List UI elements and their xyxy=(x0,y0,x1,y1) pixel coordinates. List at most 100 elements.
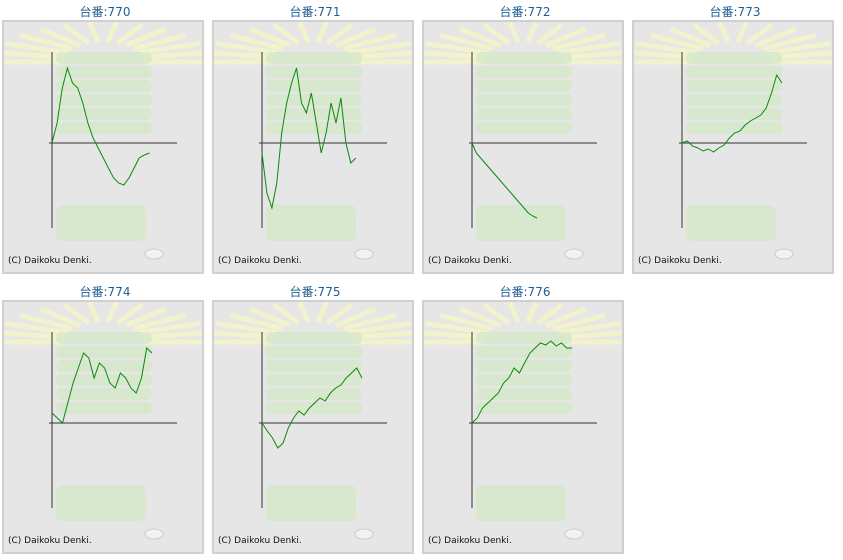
background-ray xyxy=(334,26,377,48)
background-ray xyxy=(105,22,119,44)
chart-title[interactable]: 台番:776 xyxy=(499,285,551,299)
background-ray xyxy=(482,22,511,46)
background-ray xyxy=(249,26,292,48)
background-machine-tier xyxy=(476,52,572,64)
background-machine-tier xyxy=(686,94,782,106)
chart-panel: (C) Daikoku Denki. xyxy=(212,20,414,274)
chart-svg xyxy=(214,22,412,260)
background-ray xyxy=(440,33,494,52)
chart-title[interactable]: 台番:772 xyxy=(499,5,551,19)
background-machine-tier xyxy=(476,346,572,358)
background-ray xyxy=(459,26,502,48)
series-line xyxy=(261,367,363,449)
background-machine-tier xyxy=(266,94,362,106)
background-illustration xyxy=(634,22,832,260)
chart-title[interactable]: 台番:770 xyxy=(79,5,131,19)
background-ray xyxy=(115,302,144,326)
background-ray xyxy=(334,306,377,328)
background-ray xyxy=(561,330,622,340)
copyright-text: (C) Daikoku Denki. xyxy=(8,256,92,266)
background-ray xyxy=(315,302,329,324)
chart-svg xyxy=(214,302,412,540)
background-ray xyxy=(132,33,186,52)
copyright-text: (C) Daikoku Denki. xyxy=(428,256,512,266)
background-machine-tier xyxy=(56,360,152,372)
background-machine-tier xyxy=(266,122,362,134)
background-ray xyxy=(138,40,201,56)
background-coin xyxy=(564,248,584,260)
background-machine-tier xyxy=(266,388,362,400)
background-machine-tier xyxy=(476,388,572,400)
chart-panel: (C) Daikoku Denki. xyxy=(632,20,834,274)
series-line xyxy=(261,67,357,210)
background-illustration xyxy=(4,302,202,540)
background-ray xyxy=(544,26,587,48)
background-ray xyxy=(249,306,292,328)
background-ray xyxy=(459,306,502,328)
background-machine-tier xyxy=(686,66,782,78)
copyright-text: (C) Daikoku Denki. xyxy=(8,536,92,546)
background-machine-tier xyxy=(56,332,152,344)
background-machine-tier xyxy=(476,402,572,414)
background-illustration xyxy=(424,302,622,540)
background-coin xyxy=(144,248,164,260)
background-ray xyxy=(525,302,539,324)
copyright-text: (C) Daikoku Denki. xyxy=(218,256,302,266)
background-ray xyxy=(558,320,621,336)
background-ray xyxy=(440,313,494,332)
background-ray xyxy=(634,50,695,60)
chart-panel: (C) Daikoku Denki. xyxy=(2,300,204,554)
background-ray xyxy=(215,320,278,336)
chart-cell: 台番:774 (C) Daikoku Denki. xyxy=(0,280,210,560)
background-ray xyxy=(351,330,412,340)
background-tray xyxy=(56,205,146,241)
background-ray xyxy=(87,302,101,324)
series-line xyxy=(51,66,150,186)
background-ray xyxy=(507,22,521,44)
chart-cell: 台番:775 (C) Daikoku Denki. xyxy=(210,280,420,560)
background-tray xyxy=(266,205,356,241)
background-tray xyxy=(56,485,146,521)
background-machine-tier xyxy=(686,52,782,64)
background-ray xyxy=(424,330,485,340)
background-coin xyxy=(564,528,584,540)
background-ray xyxy=(39,26,82,48)
chart-title[interactable]: 台番:774 xyxy=(79,285,131,299)
copyright-text: (C) Daikoku Denki. xyxy=(428,536,512,546)
chart-title[interactable]: 台番:775 xyxy=(289,285,341,299)
background-ray xyxy=(297,22,311,44)
background-coin xyxy=(144,528,164,540)
background-ray xyxy=(39,306,82,328)
background-machine-tier xyxy=(56,388,152,400)
chart-svg xyxy=(634,22,832,260)
chart-svg xyxy=(4,302,202,540)
chart-panel: (C) Daikoku Denki. xyxy=(2,20,204,274)
chart-cell: 台番:776 (C) Daikoku Denki. xyxy=(420,280,630,560)
background-tray xyxy=(476,485,566,521)
background-ray xyxy=(717,22,731,44)
background-machine-tier xyxy=(56,66,152,78)
background-ray xyxy=(124,306,167,328)
background-machine-tier xyxy=(476,94,572,106)
background-machine-tier xyxy=(686,80,782,92)
background-ray xyxy=(230,33,284,52)
background-ray xyxy=(535,302,564,326)
background-ray xyxy=(5,40,68,56)
chart-cell: 台番:773 (C) Daikoku Denki. xyxy=(630,0,840,280)
background-machine-tier xyxy=(56,80,152,92)
background-ray xyxy=(5,320,68,336)
chart-title[interactable]: 台番:773 xyxy=(709,5,761,19)
background-ray xyxy=(141,50,202,60)
background-machine-tier xyxy=(476,108,572,120)
background-ray xyxy=(535,22,564,46)
chart-cell: 台番:772 (C) Daikoku Denki. xyxy=(420,0,630,280)
background-illustration xyxy=(214,302,412,540)
background-ray xyxy=(62,22,91,46)
chart-title[interactable]: 台番:771 xyxy=(289,5,341,19)
background-ray xyxy=(425,40,488,56)
background-ray xyxy=(544,306,587,328)
series-line xyxy=(681,73,783,153)
background-ray xyxy=(325,302,354,326)
background-ray xyxy=(342,33,396,52)
background-machine-tier xyxy=(56,94,152,106)
